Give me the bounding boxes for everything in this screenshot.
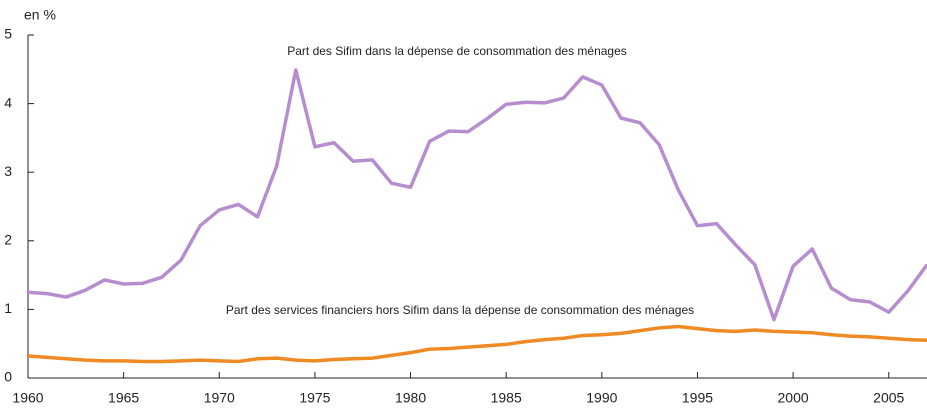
x-tick-label: 1980 — [395, 390, 426, 406]
y-tick-label: 0 — [4, 369, 12, 385]
x-tick-label: 1970 — [204, 390, 235, 406]
y-tick-label: 1 — [4, 300, 12, 316]
y-tick-label: 5 — [4, 26, 12, 42]
x-tick-label: 2005 — [873, 390, 904, 406]
x-tick-label: 1960 — [12, 390, 43, 406]
x-tick-label: 1990 — [586, 390, 617, 406]
series-line — [27, 324, 927, 364]
y-tick-label: 4 — [4, 94, 12, 110]
series-label: Part des services financiers hors Sifim … — [226, 303, 694, 317]
y-axis-label: en % — [24, 7, 56, 23]
x-tick-label: 1985 — [491, 390, 522, 406]
series-label: Part des Sifim dans la dépense de consom… — [287, 44, 627, 58]
y-tick-label: 3 — [4, 163, 12, 179]
x-tick-label: 2000 — [778, 390, 809, 406]
series-line — [27, 68, 927, 322]
x-tick-label: 1965 — [108, 390, 139, 406]
x-tick-label: 1995 — [682, 390, 713, 406]
x-tick-label: 1975 — [299, 390, 330, 406]
y-tick-label: 2 — [4, 232, 12, 248]
